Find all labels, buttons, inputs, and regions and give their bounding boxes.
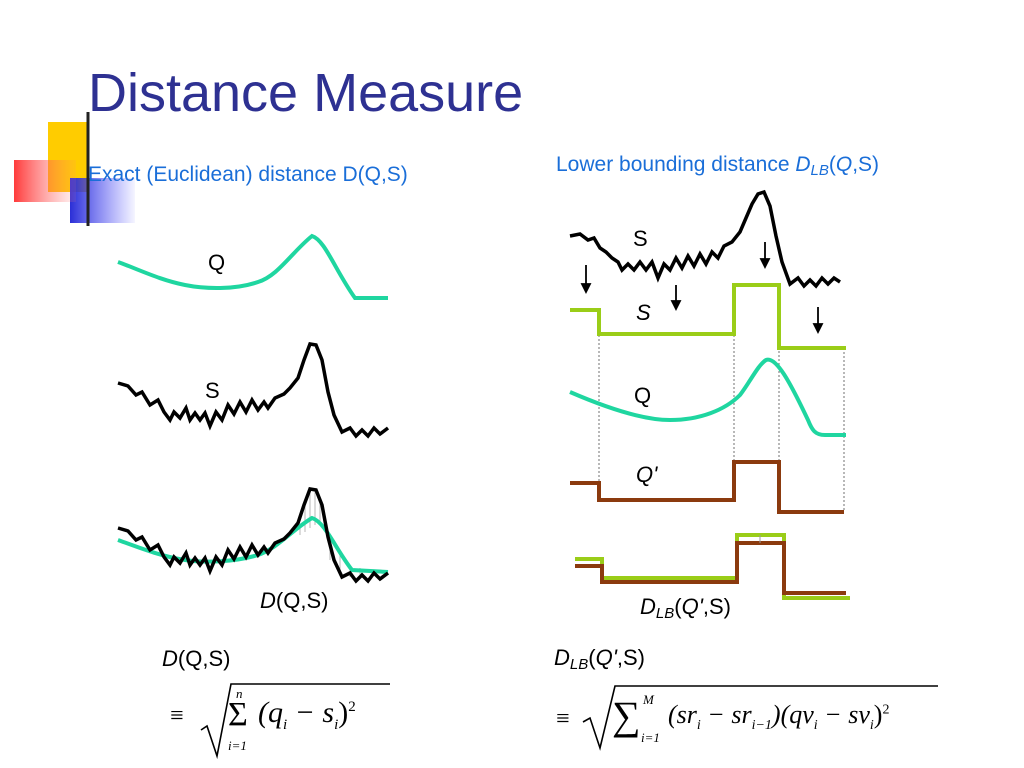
dlb-overlay: [575, 533, 850, 600]
label-q-prime: Q': [636, 462, 658, 487]
right-formula-sigma: ∑: [612, 693, 641, 738]
right-formula-b4: − sv: [817, 700, 870, 729]
label-s: S: [205, 378, 220, 403]
right-formula-label-rest: ,S): [616, 645, 646, 670]
right-formula-s2: i−1: [751, 718, 772, 734]
subtitle-right-d: D: [795, 153, 811, 176]
left-formula-close: ): [338, 696, 349, 729]
label-dlb-lb: LB: [655, 605, 675, 622]
right-formula-b1: (sr: [668, 700, 697, 729]
left-formula-minus: − s: [287, 696, 335, 729]
label-dlb: DLB(Q',S): [640, 594, 731, 622]
right-formula-sum-bottom: i=1: [641, 730, 660, 745]
right-formula-s3: i: [813, 718, 818, 734]
s-lower-approx: [570, 283, 846, 350]
subtitle-right-lb: LB: [810, 162, 829, 179]
subtitle-exact-distance: Exact (Euclidean) distance D(Q,S): [88, 163, 408, 186]
dlb-s-approx: [575, 533, 850, 600]
s-curve: [117, 342, 390, 439]
right-formula-body: (sri − sri−1)(qvi − svi)2: [668, 700, 889, 734]
right-formula-b2: − sr: [700, 700, 752, 729]
q-prime-approx: [570, 460, 844, 514]
left-formula-sigma: Σ: [228, 696, 248, 733]
right-panel: [569, 189, 850, 600]
right-formula-s4: i: [869, 718, 874, 734]
left-formula-label-rest: (Q,S): [177, 646, 231, 671]
subtitle-right-paren: (: [828, 153, 836, 176]
left-formula-sum-bottom: i=1: [228, 738, 247, 753]
right-formula-label-d: D: [554, 645, 570, 670]
right-formula-label-lb: LB: [569, 656, 589, 673]
label-right-s: S: [633, 226, 648, 251]
right-formula-label-q: Q': [595, 645, 617, 670]
right-formula-sum-top: M: [643, 692, 654, 707]
right-formula-b5: ): [873, 700, 883, 729]
label-s-approx: S: [636, 300, 651, 325]
decorative-squares: [14, 112, 1000, 226]
slide-title: Distance Measure: [88, 63, 524, 123]
right-formula-equiv: ≡: [556, 706, 570, 732]
left-formula-q: (q: [258, 696, 283, 729]
left-formula-radical: [200, 683, 390, 760]
subtitle-lower-bounding: Lower bounding distance DLB(Q,S): [556, 153, 879, 179]
subtitle-right-suffix: ,S): [852, 153, 880, 176]
left-formula-exp: 2: [348, 699, 356, 715]
label-dlb-d: D: [640, 594, 656, 619]
label-dlb-q: Q': [681, 594, 703, 619]
overlay-s-curve: [117, 487, 390, 584]
label-dqs: D(Q,S): [260, 588, 328, 614]
left-formula-sum-top: n: [236, 686, 243, 701]
label-dqs-rest: (Q,S): [275, 588, 329, 613]
subtitle-right-q: Q: [835, 153, 853, 176]
right-formula-label-open: (: [588, 645, 596, 670]
left-formula-sub2: i: [334, 717, 339, 733]
right-formula-exp: 2: [882, 702, 890, 718]
subtitle-right-prefix: Lower bounding distance: [556, 153, 796, 176]
label-dqs-d: D: [260, 588, 276, 613]
q-curve: [117, 233, 388, 300]
label-right-q: Q: [634, 383, 652, 408]
dlb-q-approx: [575, 541, 846, 595]
deco-red-square: [14, 160, 76, 202]
right-formula-radical: [582, 685, 938, 751]
label-dlb-rest: ,S): [702, 594, 732, 619]
left-formula-body: (qi − si)2: [258, 696, 356, 734]
left-formula-label: D(Q,S): [162, 646, 230, 672]
right-formula-b3: )(qv: [771, 700, 814, 729]
label-dlb-open: (: [674, 594, 682, 619]
left-formula-equiv: ≡: [170, 703, 184, 729]
right-formula-label: DLB(Q',S): [554, 645, 645, 673]
left-formula-label-d: D: [162, 646, 178, 671]
left-panel: [117, 233, 390, 584]
right-formula-s1: i: [696, 718, 701, 734]
down-arrows: [580, 242, 824, 335]
left-formula-sub1: i: [283, 717, 288, 733]
label-q: Q: [208, 250, 226, 275]
right-q-curve: [569, 357, 846, 437]
right-s-curve: [569, 189, 841, 289]
